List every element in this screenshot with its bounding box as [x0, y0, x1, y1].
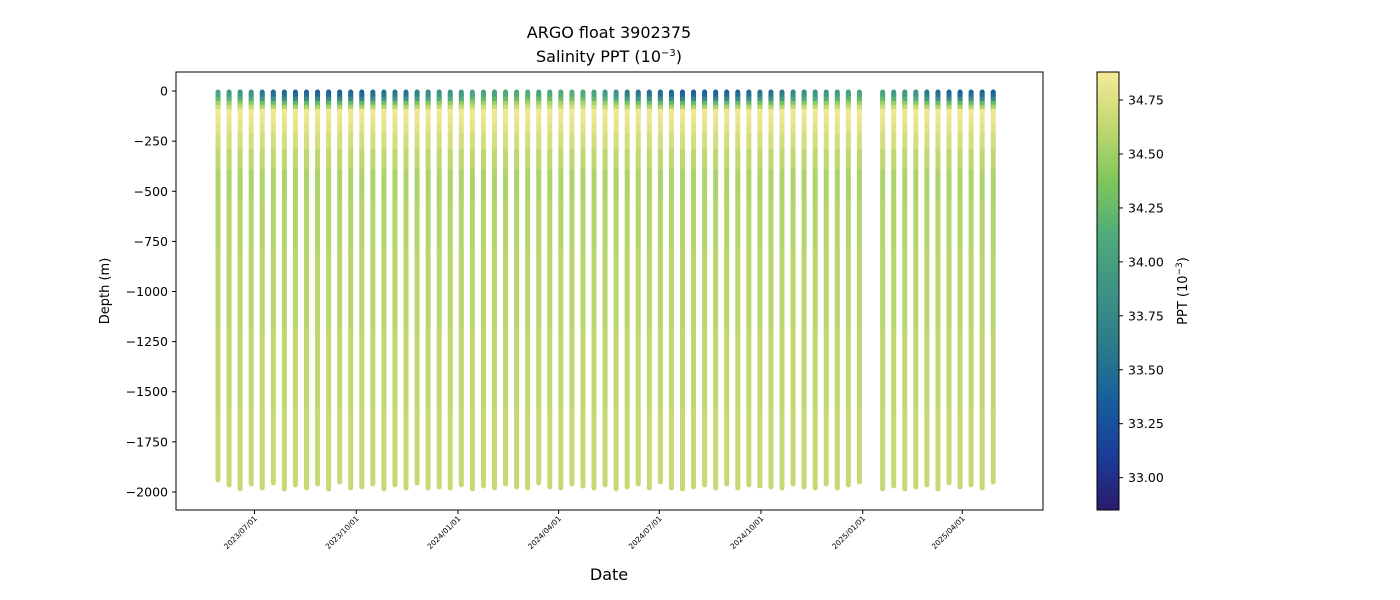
colorbar-tick-label: 34.50 [1128, 146, 1164, 161]
x-tick-label: 2025/01/01 [830, 514, 867, 551]
y-tick-label: −500 [134, 184, 168, 199]
x-tick-label: 2025/04/01 [930, 514, 967, 551]
colorbar-tick-label: 33.25 [1128, 416, 1164, 431]
colorbar-label-exp: −3 [1175, 262, 1185, 275]
y-tick-label: −250 [134, 134, 168, 149]
colorbar-tick-label: 34.75 [1128, 93, 1164, 108]
x-tick-label: 2023/07/01 [222, 514, 259, 551]
colorbar-ticks: 33.00 33.25 33.50 33.75 34.00 34.25 34.50 34.75 [1119, 93, 1164, 485]
chart-subtitle-prefix: Salinity PPT (10 [536, 47, 661, 66]
chart-subtitle-exp: −3 [661, 48, 676, 59]
x-tick-label: 2024/01/01 [425, 514, 462, 551]
x-tick-label: 2024/07/01 [627, 514, 664, 551]
colorbar-tick-label: 34.00 [1128, 254, 1164, 269]
plot-area: 0 −250 −500 −750 −1000 −1250 −1500 −1750 −2000 2… [126, 71, 1044, 551]
y-tick-label: 0 [160, 84, 168, 99]
colorbar-tick-label: 33.50 [1128, 362, 1164, 377]
profile-columns [215, 89, 996, 492]
y-tick-label: −750 [134, 234, 168, 249]
colorbar: 33.00 33.25 33.50 33.75 34.00 34.25 34.50 34.75… [1096, 71, 1191, 511]
y-tick-label: −1250 [126, 334, 168, 349]
y-tick-label: −1000 [126, 284, 168, 299]
y-axis-ticks: 0 −250 −500 −750 −1000 −1250 −1500 −1750 −2000 [126, 84, 176, 499]
y-tick-label: −1500 [126, 384, 168, 399]
colorbar-label-prefix: PPT (10 [1176, 275, 1191, 324]
colorbar-label: PPT (10−3) [1175, 257, 1191, 325]
x-tick-label: 2023/10/01 [324, 514, 361, 551]
x-axis-label: Date [590, 565, 628, 584]
colorbar-gradient [1096, 71, 1120, 511]
colorbar-tick-label: 33.75 [1128, 308, 1164, 323]
colorbar-tick-label: 33.00 [1128, 470, 1164, 485]
chart-title: ARGO float 3902375 [527, 23, 691, 42]
y-tick-label: −2000 [126, 484, 168, 499]
x-tick-label: 2024/04/01 [526, 514, 563, 551]
chart-subtitle-suffix: ) [676, 47, 682, 66]
y-axis-label: Depth (m) [98, 258, 113, 325]
x-tick-label: 2024/10/01 [728, 514, 765, 551]
colorbar-label-suffix: ) [1176, 257, 1191, 262]
colorbar-tick-label: 34.25 [1128, 200, 1164, 215]
x-axis-ticks: 2023/07/01 2023/10/01 2024/01/01 2024/04/01… [222, 510, 967, 551]
y-tick-label: −1750 [126, 434, 168, 449]
plot-frame [175, 71, 1044, 511]
chart-subtitle: Salinity PPT (10−3) [536, 47, 682, 66]
